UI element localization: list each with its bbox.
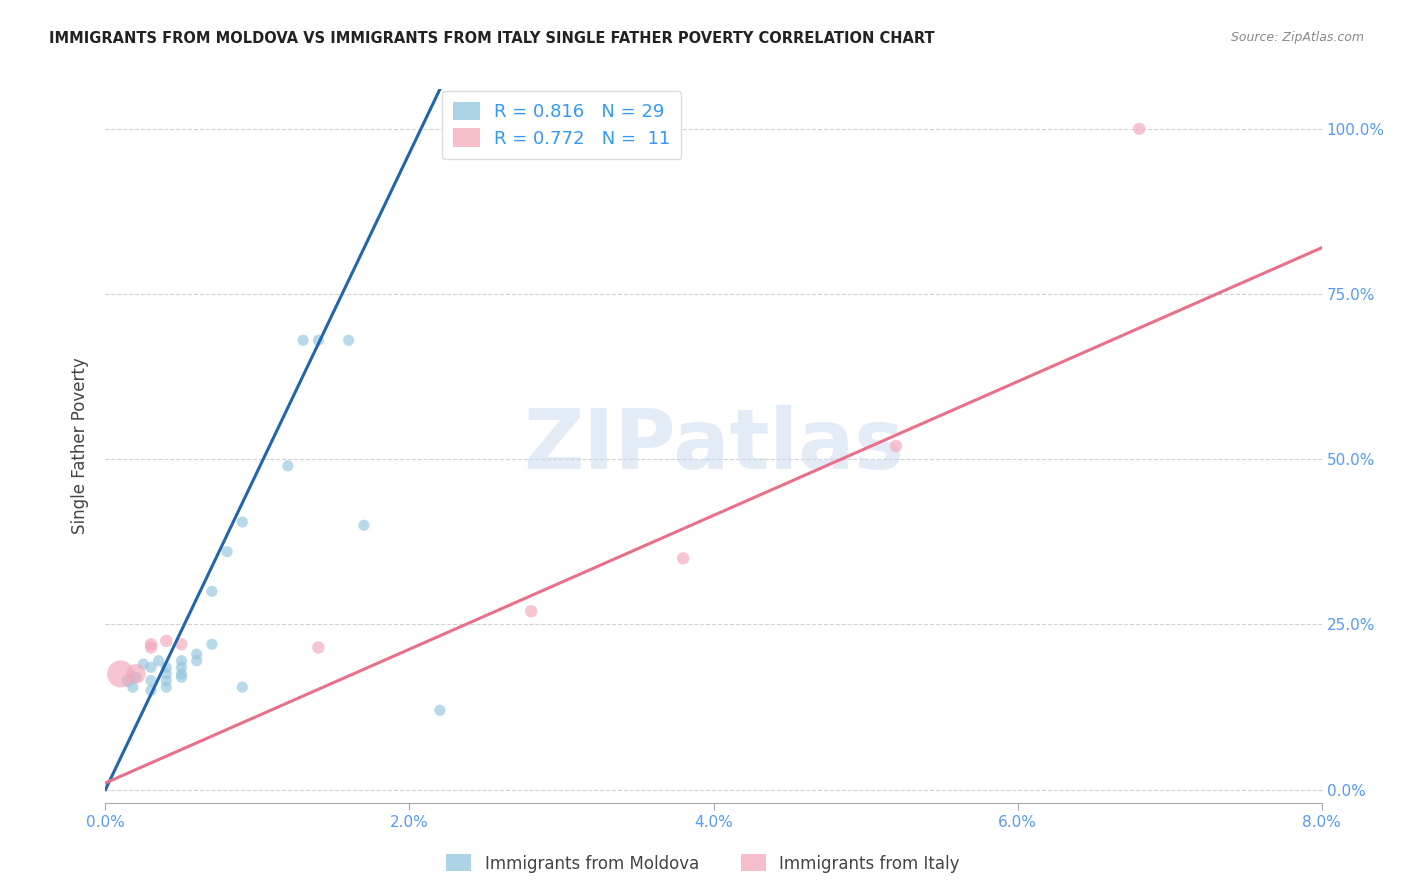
Point bbox=[277, 458, 299, 473]
Point bbox=[155, 680, 177, 694]
Legend: R = 0.816   N = 29, R = 0.772   N =  11: R = 0.816 N = 29, R = 0.772 N = 11 bbox=[441, 91, 682, 159]
Point bbox=[307, 333, 329, 347]
Y-axis label: Single Father Poverty: Single Father Poverty bbox=[72, 358, 90, 534]
Point bbox=[186, 654, 208, 668]
Point bbox=[884, 439, 907, 453]
Point bbox=[125, 667, 148, 681]
Point bbox=[170, 667, 193, 681]
Point bbox=[217, 545, 239, 559]
Point bbox=[148, 654, 170, 668]
Point bbox=[110, 667, 132, 681]
Point bbox=[155, 660, 177, 674]
Point bbox=[155, 673, 177, 688]
Point bbox=[139, 637, 162, 651]
Point bbox=[170, 660, 193, 674]
Point bbox=[121, 680, 143, 694]
Legend: Immigrants from Moldova, Immigrants from Italy: Immigrants from Moldova, Immigrants from… bbox=[440, 847, 966, 880]
Point bbox=[170, 654, 193, 668]
Point bbox=[201, 584, 224, 599]
Point bbox=[307, 640, 329, 655]
Text: IMMIGRANTS FROM MOLDOVA VS IMMIGRANTS FROM ITALY SINGLE FATHER POVERTY CORRELATI: IMMIGRANTS FROM MOLDOVA VS IMMIGRANTS FR… bbox=[49, 31, 935, 46]
Point bbox=[672, 551, 695, 566]
Point bbox=[353, 518, 375, 533]
Point bbox=[231, 680, 253, 694]
Point bbox=[155, 634, 177, 648]
Text: Source: ZipAtlas.com: Source: ZipAtlas.com bbox=[1230, 31, 1364, 45]
Point bbox=[1128, 121, 1150, 136]
Point bbox=[170, 637, 193, 651]
Point bbox=[139, 640, 162, 655]
Point bbox=[520, 604, 543, 618]
Text: ZIPatlas: ZIPatlas bbox=[523, 406, 904, 486]
Point bbox=[170, 670, 193, 684]
Point bbox=[292, 333, 315, 347]
Point bbox=[139, 683, 162, 698]
Point bbox=[155, 667, 177, 681]
Point bbox=[132, 657, 155, 671]
Point bbox=[186, 647, 208, 661]
Point bbox=[139, 660, 162, 674]
Point bbox=[337, 333, 360, 347]
Point bbox=[117, 673, 139, 688]
Point bbox=[231, 515, 253, 529]
Point bbox=[125, 670, 148, 684]
Point bbox=[201, 637, 224, 651]
Point bbox=[139, 673, 162, 688]
Point bbox=[429, 703, 451, 717]
